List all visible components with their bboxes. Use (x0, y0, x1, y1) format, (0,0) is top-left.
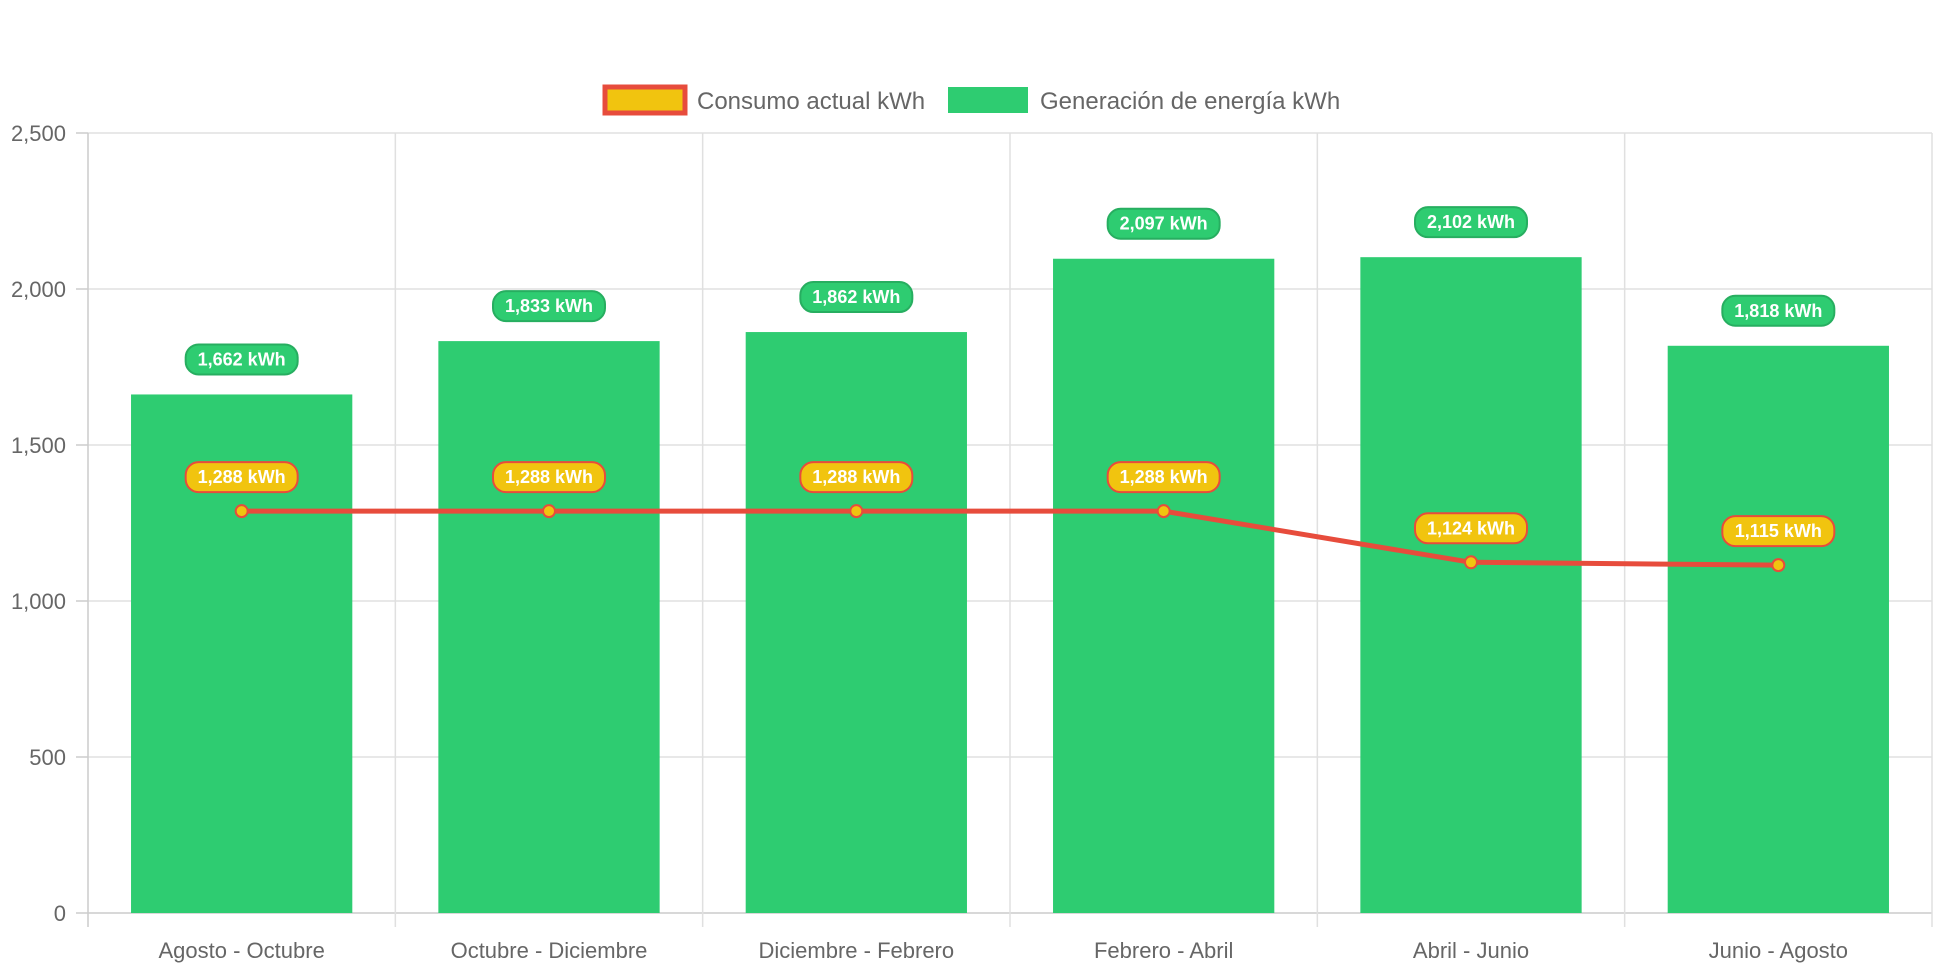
x-tick-label: Diciembre - Febrero (759, 938, 955, 963)
generation-data-label-badge (799, 281, 914, 314)
consumption-point[interactable] (1464, 555, 1478, 570)
generation-data-label: 1,833 kWh (505, 296, 593, 316)
y-tick-label: 2,000 (11, 277, 66, 302)
consumption-data-label-badge (1721, 515, 1836, 548)
consumption-data-label: 1,288 kWh (812, 467, 900, 487)
generation-data-label-badge (1414, 206, 1528, 239)
generation-bars (131, 257, 1889, 914)
consumption-point[interactable] (1771, 558, 1786, 573)
generation-bar[interactable] (438, 341, 660, 913)
consumption-data-label-badge (1414, 512, 1528, 545)
consumption-data-label: 1,288 kWh (505, 467, 593, 487)
legend-swatch-consumption[interactable] (602, 84, 688, 116)
consumption-data-label-badge (492, 461, 606, 494)
consumption-point[interactable] (1156, 504, 1171, 519)
consumption-point[interactable] (849, 504, 864, 519)
legend[interactable]: Consumo actual kWh Generación de energía… (602, 84, 1340, 116)
generation-bar[interactable] (1053, 258, 1275, 914)
legend-swatch-generation[interactable] (948, 87, 1028, 113)
y-tick-label: 1,500 (11, 433, 66, 458)
x-tick-label: Abril - Junio (1413, 938, 1529, 963)
legend-label-generation[interactable]: Generación de energía kWh (1040, 88, 1340, 115)
x-tick-label: Febrero - Abril (1094, 938, 1233, 963)
consumption-line-path (241, 508, 1779, 568)
generation-data-label: 1,862 kWh (812, 287, 900, 307)
axes: 0 500 1,000 1,500 2,000 2,500 Agosto - Octubre… (11, 121, 1848, 963)
consumption-line (234, 504, 1786, 573)
generation-data-label: 1,818 kWh (1734, 301, 1822, 321)
consumption-data-label-badge (1106, 461, 1221, 494)
consumption-data-label: 1,115 kWh (1735, 521, 1822, 541)
y-tick-label: 0 (54, 901, 66, 926)
generation-data-label: 1,662 kWh (198, 349, 286, 369)
generation-data-label: 2,102 kWh (1427, 212, 1515, 232)
consumption-data-label-badge (799, 461, 914, 494)
x-tick-label: Octubre - Diciembre (451, 938, 648, 963)
grid (76, 132, 1933, 927)
generation-bar[interactable] (1667, 345, 1889, 913)
consumption-point[interactable] (542, 504, 556, 519)
consumption-data-label: 1,124 kWh (1427, 518, 1515, 538)
generation-data-label-badge (1721, 294, 1836, 327)
y-tick-label: 2,500 (11, 121, 66, 146)
consumption-data-label: 1,288 kWh (1120, 467, 1208, 487)
y-tick-label: 1,000 (11, 589, 66, 614)
y-tick-label: 500 (29, 745, 66, 770)
generation-data-label-badge (184, 343, 299, 376)
data-labels: 1,662 kWh 1,833 kWh 1,862 kWh 2,097 kWh 2,10… (184, 206, 1836, 548)
consumption-point[interactable] (234, 504, 249, 519)
consumption-data-label-badge (184, 461, 299, 494)
generation-data-label-badge (492, 290, 606, 323)
generation-bar[interactable] (1360, 257, 1582, 913)
x-tick-label: Junio - Agosto (1709, 938, 1848, 963)
generation-data-label-badge (1106, 207, 1221, 240)
consumption-data-label: 1,288 kWh (198, 467, 286, 487)
x-tick-label: Agosto - Octubre (159, 938, 325, 963)
generation-bar[interactable] (745, 332, 967, 913)
generation-data-label: 2,097 kWh (1120, 214, 1208, 234)
legend-label-consumption[interactable]: Consumo actual kWh (697, 88, 925, 115)
